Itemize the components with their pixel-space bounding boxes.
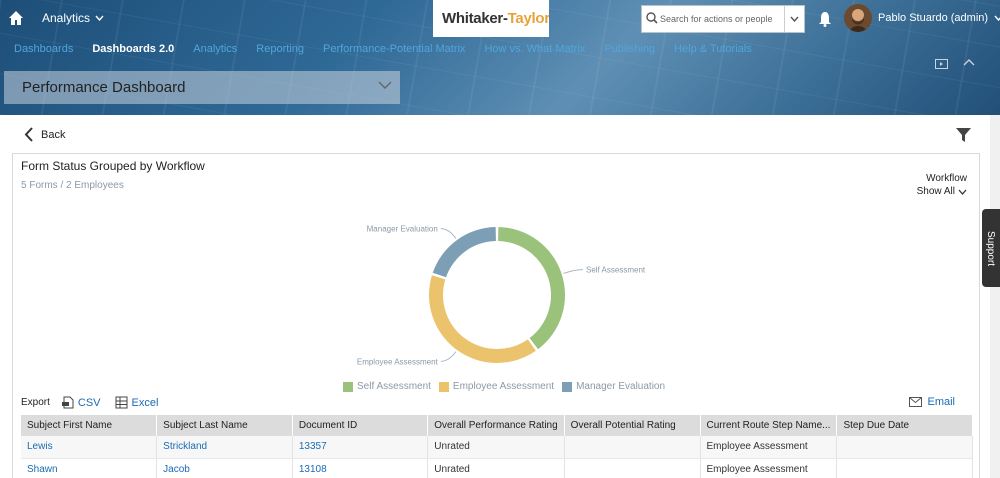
chevron-down-icon: [790, 16, 799, 22]
logo-text: Whitaker-Taylor: [442, 10, 549, 27]
page-title: Performance Dashboard: [22, 79, 186, 96]
column-header[interactable]: Step Due Date: [836, 415, 973, 436]
app-menu-label: Analytics: [42, 11, 91, 25]
bell-icon[interactable]: [818, 11, 832, 27]
slice-label: Manager Evaluation: [367, 225, 438, 234]
search-input[interactable]: Search for actions or people: [660, 14, 773, 24]
chevron-down-icon: [994, 15, 1000, 21]
cell-route-step: Employee Assessment: [700, 436, 838, 459]
user-name: Pablo Stuardo (admin): [878, 12, 989, 24]
search-box[interactable]: Search for actions or people: [641, 5, 805, 33]
monitor-icon[interactable]: [935, 59, 948, 70]
support-label: Support: [985, 230, 997, 266]
export-excel-button[interactable]: Excel: [115, 396, 158, 409]
chevron-down-icon: [958, 189, 967, 195]
legend-swatch: [562, 381, 573, 392]
card-subtitle: 5 Forms / 2 Employees: [21, 180, 124, 191]
dashboard-selector[interactable]: Performance Dashboard: [4, 71, 400, 104]
search-dropdown-button[interactable]: [784, 6, 804, 32]
workflow-filter: Workflow Show All: [917, 173, 967, 197]
header-banner: Analytics Whitaker-Taylor Search for act…: [0, 0, 1000, 115]
chevron-up-icon[interactable]: [963, 58, 975, 66]
cell-performance-rating: Unrated: [427, 436, 565, 459]
slice-leader-line: [440, 351, 457, 362]
nav-dashboards[interactable]: Dashboards: [14, 43, 74, 55]
nav-dashboards-2[interactable]: Dashboards 2.0: [92, 43, 175, 55]
nav-help-tutorials[interactable]: Help & Tutorials: [674, 43, 752, 55]
back-bar: Back: [0, 115, 990, 153]
scrollbar[interactable]: [990, 115, 1000, 478]
column-header[interactable]: Overall Performance Rating: [427, 415, 565, 436]
form-status-card: Form Status Grouped by Workflow 5 Forms …: [12, 153, 980, 478]
email-button[interactable]: Email: [909, 396, 955, 408]
csv-file-icon: [61, 396, 74, 409]
app-menu[interactable]: Analytics: [42, 11, 104, 25]
main-nav: Dashboards Dashboards 2.0 Analytics Repo…: [14, 43, 752, 55]
forms-table: Subject First Name Subject Last Name Doc…: [21, 415, 973, 478]
donut-slice-employee-assessment[interactable]: [429, 275, 536, 363]
nav-analytics[interactable]: Analytics: [193, 43, 238, 55]
slice-label: Employee Assessment: [357, 357, 439, 366]
home-icon[interactable]: [8, 10, 24, 26]
cell-due-date: [836, 458, 973, 478]
cell-route-step: Employee Assessment: [700, 458, 838, 478]
export-csv-button[interactable]: CSV: [61, 396, 101, 409]
cell-last-name[interactable]: Jacob: [156, 458, 293, 478]
search-icon: [642, 11, 660, 27]
column-header[interactable]: Document ID: [292, 415, 429, 436]
nav-performance-potential-matrix[interactable]: Performance-Potential Matrix: [322, 43, 466, 55]
chevron-left-icon: [24, 127, 33, 142]
table-row: Lewis Strickland 13357 Unrated Employee …: [21, 436, 973, 459]
slice-leader-line: [440, 228, 457, 239]
back-button[interactable]: Back: [24, 127, 65, 142]
company-logo[interactable]: Whitaker-Taylor: [433, 0, 549, 37]
legend-item-self-assessment[interactable]: Self Assessment: [343, 381, 431, 392]
legend-item-manager-evaluation[interactable]: Manager Evaluation: [562, 381, 665, 392]
donut-slice-manager-evaluation[interactable]: [432, 227, 496, 278]
support-tab[interactable]: Support: [982, 209, 1000, 287]
user-menu[interactable]: Pablo Stuardo (admin): [878, 12, 1000, 24]
cell-first-name[interactable]: Lewis: [21, 436, 158, 459]
legend-swatch: [343, 381, 353, 392]
cell-document-id[interactable]: 13108: [292, 458, 429, 478]
chevron-down-icon: [378, 81, 392, 89]
workflow-label: Workflow: [926, 173, 967, 184]
top-bar: Analytics Whitaker-Taylor Search for act…: [0, 0, 1000, 40]
donut-chart: Self Assessment Employee Assessment Manage…: [357, 225, 646, 367]
donut-slice-self-assessment[interactable]: [498, 227, 565, 350]
avatar[interactable]: [844, 4, 872, 32]
excel-file-icon: [115, 396, 128, 409]
nav-reporting[interactable]: Reporting: [256, 43, 304, 55]
column-header[interactable]: Subject First Name: [21, 415, 158, 436]
cell-potential-rating: [564, 436, 701, 459]
cell-potential-rating: [564, 458, 701, 478]
cell-performance-rating: Unrated: [427, 458, 565, 478]
back-label: Back: [41, 128, 66, 141]
envelope-icon: [909, 397, 923, 407]
chevron-down-icon: [95, 15, 104, 21]
column-header[interactable]: Subject Last Name: [156, 415, 293, 436]
column-header[interactable]: Overall Potential Rating: [564, 415, 701, 436]
slice-leader-line: [563, 269, 583, 274]
legend-swatch: [438, 381, 449, 392]
nav-how-vs-what-matrix[interactable]: How vs. What Matrix: [484, 43, 586, 55]
workflow-value: Show All: [916, 186, 955, 197]
table-row: Shawn Jacob 13108 Unrated Employee Asses…: [21, 458, 973, 478]
slice-label: Self Assessment: [586, 266, 646, 275]
cell-due-date: [836, 436, 973, 459]
cell-last-name[interactable]: Strickland: [156, 436, 293, 459]
column-header[interactable]: Current Route Step Name...: [700, 415, 838, 436]
legend-item-employee-assessment[interactable]: Employee Assessment: [438, 381, 554, 392]
card-title: Form Status Grouped by Workflow: [21, 159, 205, 173]
workflow-dropdown[interactable]: Show All: [917, 186, 967, 197]
table-header-row: Subject First Name Subject Last Name Doc…: [21, 415, 973, 436]
cell-document-id[interactable]: 13357: [292, 436, 429, 459]
export-bar: Export CSV Excel: [21, 396, 158, 409]
filter-icon[interactable]: [956, 128, 971, 142]
cell-first-name[interactable]: Shawn: [21, 458, 158, 478]
export-label: Export: [21, 397, 50, 408]
nav-publishing[interactable]: Publishing: [604, 43, 656, 55]
chart-legend: Self Assessment Employee Assessment Mana…: [343, 381, 665, 392]
